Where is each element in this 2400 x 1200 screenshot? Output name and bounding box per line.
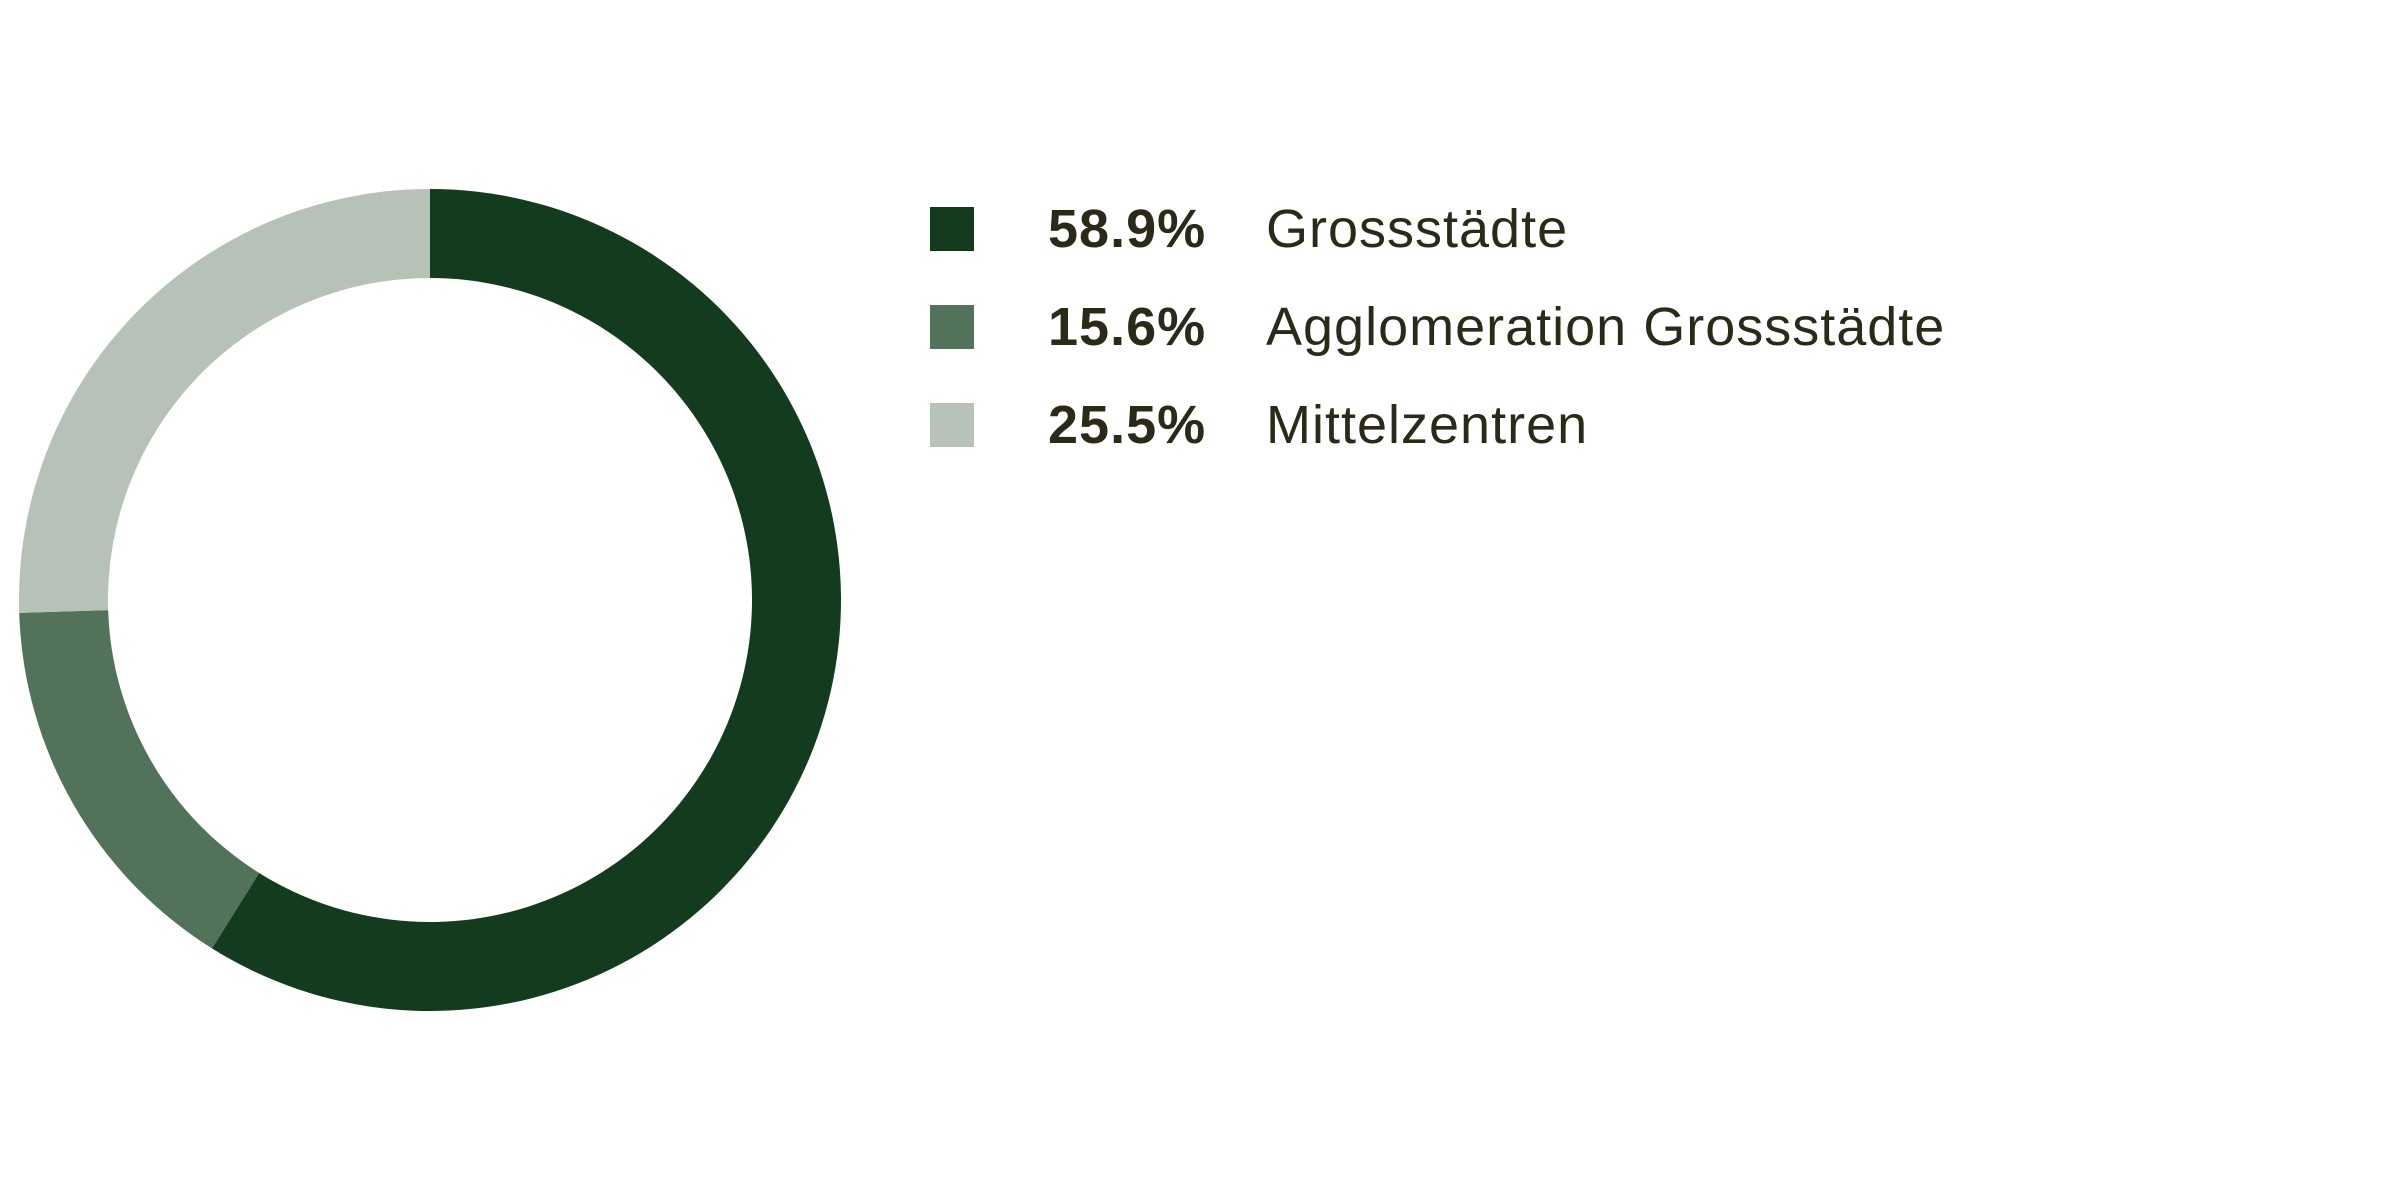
- legend-value: 58.9%: [1048, 199, 1207, 259]
- legend-value: 15.6%: [1048, 297, 1207, 357]
- legend-swatch: [930, 403, 974, 447]
- legend-value: 25.5%: [1048, 395, 1207, 455]
- donut-plot: [19, 189, 842, 1012]
- donut-slice-2: [19, 610, 260, 949]
- legend-label: Agglomeration Grossstädte: [1266, 297, 1946, 357]
- legend: 58.9% Grossstädte 15.6% Agglomeration Gr…: [930, 180, 2330, 474]
- legend-swatch: [930, 305, 974, 349]
- legend-label: Grossstädte: [1266, 199, 1569, 259]
- legend-item-mittelzentren: 25.5% Mittelzentren: [930, 376, 2330, 474]
- donut-slice-1: [211, 189, 842, 1012]
- legend-item-agglomeration-grossstaedte: 15.6% Agglomeration Grossstädte: [930, 278, 2330, 376]
- donut-slice-3: [19, 189, 431, 613]
- legend-item-grossstaedte: 58.9% Grossstädte: [930, 180, 2330, 278]
- legend-label: Mittelzentren: [1266, 395, 1589, 455]
- donut-slices: [19, 189, 842, 1012]
- legend-swatch: [930, 207, 974, 251]
